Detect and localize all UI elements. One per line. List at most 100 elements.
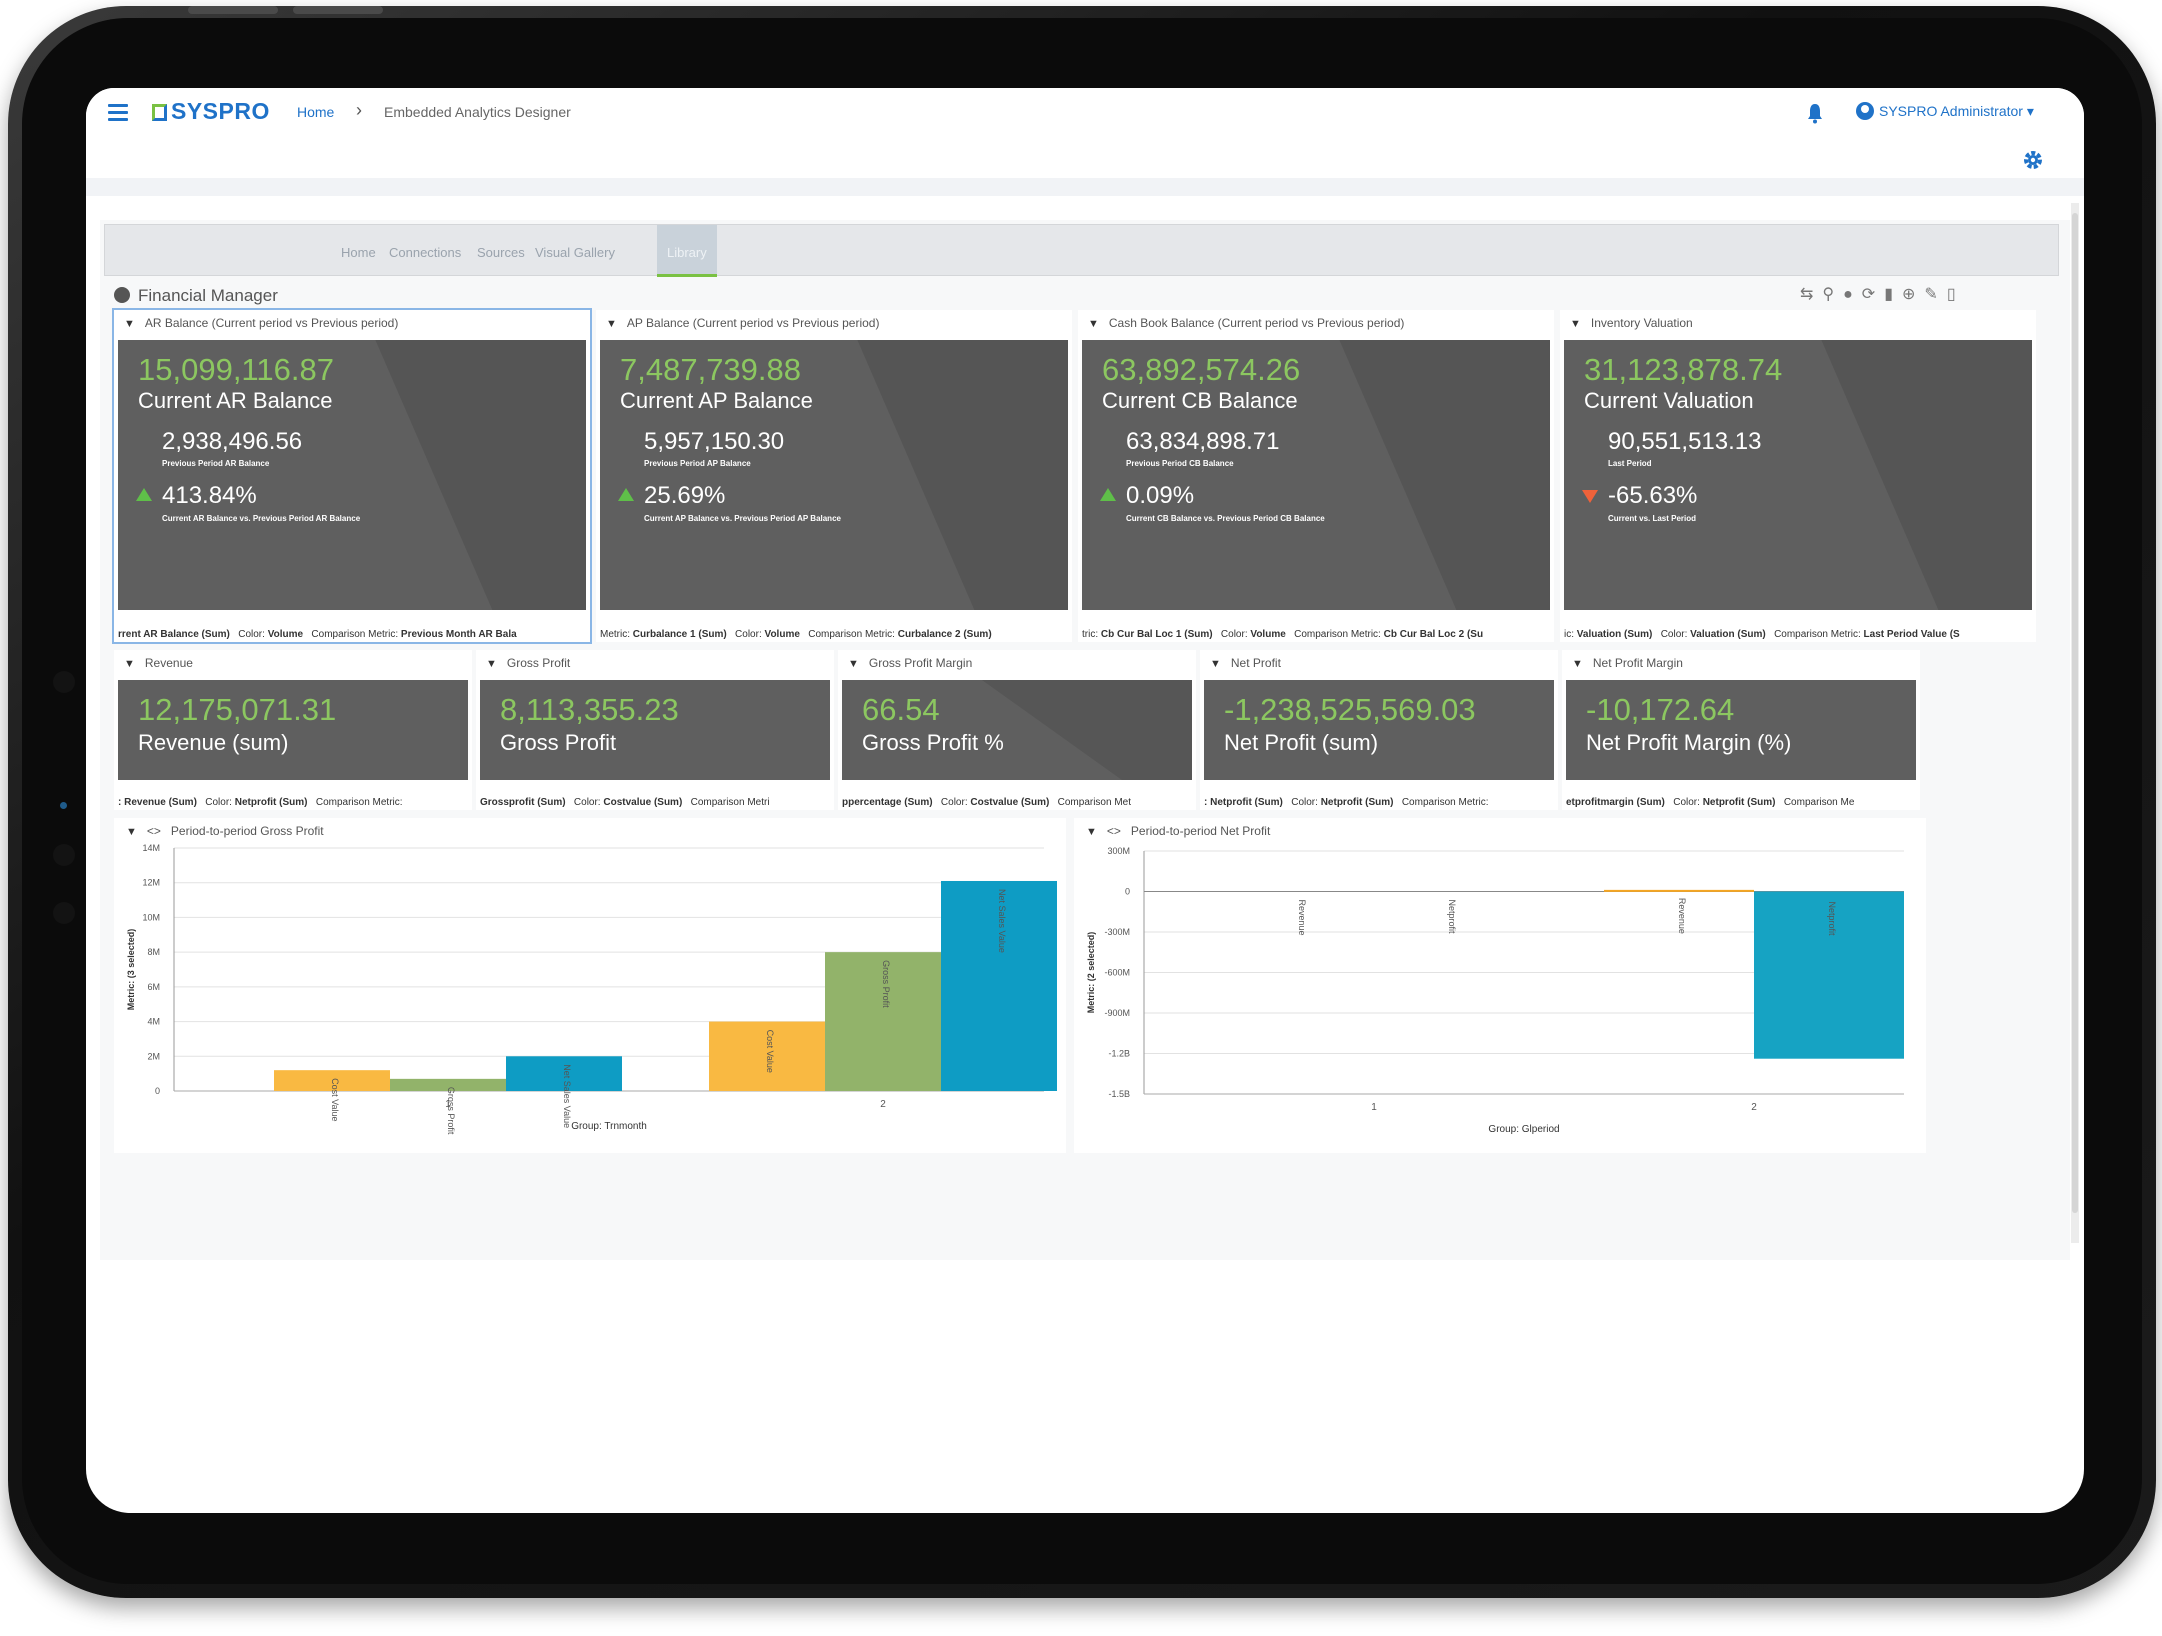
kpi-label: Gross Profit % [862, 730, 1004, 755]
tab-sources[interactable]: Sources [477, 245, 525, 260]
kpi-tile: -10,172.64 Net Profit Margin (%) [1566, 680, 1916, 780]
bar-data-label: Netprofit [1827, 902, 1837, 937]
kpi-footer: Metric: Curbalance 1 (Sum) Color: Volume… [600, 629, 992, 640]
y-tick-label: 4M [147, 1017, 160, 1027]
tab-home[interactable]: Home [341, 245, 376, 260]
filter-icon[interactable]: ▼ [126, 826, 137, 838]
bar-data-label: Netprofit [1447, 900, 1457, 935]
filter-icon[interactable]: ▼ [1086, 826, 1097, 838]
filter-icon[interactable]: ▼ [486, 658, 497, 670]
tab-visual-gallery[interactable]: Visual Gallery [535, 245, 615, 260]
kpi-gross-profit[interactable]: ▼ Gross Profit 8,113,355.23 Gross Profit … [476, 650, 834, 810]
y-axis-title: Metric: (2 selected) [1086, 932, 1096, 1014]
filter-icon[interactable]: ▼ [1088, 318, 1099, 330]
y-tick-label: 2M [147, 1051, 160, 1061]
kpi-footer: tric: Cb Cur Bal Loc 1 (Sum) Color: Volu… [1082, 629, 1484, 640]
kpi-ar-balance[interactable]: ▼ AR Balance (Current period vs Previous … [112, 308, 592, 644]
volume-button [188, 6, 278, 14]
x-tick-label: 1 [445, 1099, 451, 1110]
dashboard-title: Financial Manager [114, 286, 278, 306]
filter-icon[interactable]: ▼ [606, 318, 617, 330]
kpi-header: AR Balance (Current period vs Previous p… [144, 316, 399, 330]
kpi-label: Net Profit (sum) [1224, 730, 1379, 755]
menu-icon[interactable] [108, 104, 128, 121]
kpi-revenue[interactable]: ▼ Revenue 12,175,071.31 Revenue (sum) : R… [114, 650, 472, 810]
tab-connections[interactable]: Connections [389, 245, 462, 260]
code-icon[interactable]: <> [1106, 824, 1121, 838]
filter-icon[interactable]: ▼ [124, 658, 135, 670]
kpi-label: Current AR Balance [138, 388, 333, 413]
kpi-label: Current CB Balance [1102, 388, 1298, 413]
x-tick-label: 2 [880, 1099, 886, 1110]
kpi-footer: Grossprofit (Sum) Color: Costvalue (Sum)… [480, 797, 770, 808]
tab-library[interactable]: Library [657, 225, 717, 277]
syspro-logo[interactable]: SYSPRO [152, 98, 270, 125]
filter-icon[interactable]: ▼ [1572, 658, 1583, 670]
filter-icon[interactable]: ▼ [124, 318, 135, 330]
y-tick-label: -1.2B [1108, 1049, 1130, 1059]
filter-icon[interactable]: ▼ [848, 658, 859, 670]
chart-title: Period-to-period Net Profit [1130, 824, 1271, 838]
kpi-label: Net Profit Margin (%) [1586, 730, 1792, 755]
trend-up-icon [618, 488, 634, 501]
kpi-header: Revenue [144, 656, 193, 670]
vertical-scrollbar[interactable] [2071, 203, 2079, 1243]
tile-shade [1821, 340, 2032, 610]
kpi-value: -1,238,525,569.03 [1224, 692, 1476, 727]
designer-canvas: Home Connections Sources Visual Gallery … [100, 220, 2070, 1260]
chart-gross-profit[interactable]: ▼ <> Period-to-period Gross Profit 14M 12M 1… [114, 818, 1066, 1153]
dashboard-toolbar[interactable]: ⇆⚲●⟳▮⊕✎▯ [1800, 286, 1965, 303]
y-tick-label: -300M [1104, 927, 1130, 937]
bar-data-label: Gross Profit [446, 1087, 456, 1135]
dashboard-icon [114, 287, 130, 303]
kpi-tile: -1,238,525,569.03 Net Profit (sum) [1204, 680, 1554, 780]
breadcrumb-home[interactable]: Home [297, 104, 335, 120]
chart-net-profit[interactable]: ▼ <> Period-to-period Net Profit 300M 0 -300… [1074, 818, 1926, 1153]
y-tick-label: 8M [147, 947, 160, 957]
kpi-cash-book-balance[interactable]: ▼ Cash Book Balance (Current period vs Pr… [1078, 310, 1554, 642]
kpi-tile: 31,123,878.74 Current Valuation 90,551,5… [1564, 340, 2032, 610]
gross-profit-chart-svg: 14M 12M 10M 8M 6M 4M 2M 0 Cost Value Gross Profit… [126, 843, 1057, 1135]
app-screen: SYSPRO Home › Embedded Analytics Designe… [86, 88, 2084, 1513]
kpi-net-profit-margin[interactable]: ▼ Net Profit Margin -10,172.64 Net Profit… [1562, 650, 1920, 810]
bell-icon[interactable] [1806, 102, 1824, 124]
x-axis-title: Group: Trnmonth [571, 1121, 647, 1132]
trend-up-icon [136, 488, 152, 501]
bar-data-label: Cost Value [330, 1078, 340, 1121]
kpi-tile: 66.54 Gross Profit % [842, 680, 1192, 780]
net-profit-chart-svg: 300M 0 -300M -600M -900M -1.2B -1.5B Revenue Net… [1086, 846, 1904, 1135]
top-navigation-bar: SYSPRO Home › Embedded Analytics Designe… [86, 88, 2084, 138]
sensor-dot [53, 902, 75, 924]
filter-icon[interactable]: ▼ [1570, 318, 1581, 330]
kpi-previous: 63,834,898.71 [1126, 428, 1280, 455]
scrollbar-thumb[interactable] [2072, 213, 2078, 1213]
kpi-previous: 5,957,150.30 [644, 428, 785, 455]
kpi-net-profit[interactable]: ▼ Net Profit -1,238,525,569.03 Net Profit… [1200, 650, 1558, 810]
kpi-value: 63,892,574.26 [1102, 352, 1301, 387]
tile-shade [857, 340, 1068, 610]
user-menu[interactable]: SYSPRO Administrator ▾ [1856, 102, 2034, 120]
kpi-inventory-valuation[interactable]: ▼ Inventory Valuation 31,123,878.74 Curre… [1560, 310, 2036, 642]
kpi-value: 15,099,116.87 [138, 352, 334, 387]
kpi-change: 413.84% [162, 482, 257, 509]
tile-shade [375, 340, 586, 610]
bar [506, 1056, 622, 1091]
trend-down-icon [1582, 490, 1598, 503]
sensor-dot [53, 844, 75, 866]
x-tick-label: 2 [1751, 1102, 1757, 1113]
filter-icon[interactable]: ▼ [1210, 658, 1221, 670]
kpi-previous-label: Last Period [1608, 459, 1652, 468]
bar-data-label: Revenue [1677, 898, 1687, 934]
y-tick-label: -600M [1104, 968, 1130, 978]
gear-icon[interactable] [2021, 148, 2045, 172]
kpi-ap-balance[interactable]: ▼ AP Balance (Current period vs Previous … [596, 310, 1072, 642]
kpi-header: Net Profit Margin [1592, 656, 1683, 670]
bar [1604, 889, 1754, 892]
bar [274, 1070, 390, 1091]
bar [390, 1078, 506, 1091]
toolbar-stripe [86, 178, 2084, 196]
kpi-value: 12,175,071.31 [138, 692, 337, 727]
kpi-footer: etprofitmargin (Sum) Color: Netprofit (S… [1566, 797, 1855, 808]
kpi-gross-profit-margin[interactable]: ▼ Gross Profit Margin 66.54 Gross Profit … [838, 650, 1196, 810]
code-icon[interactable]: <> [146, 824, 161, 838]
